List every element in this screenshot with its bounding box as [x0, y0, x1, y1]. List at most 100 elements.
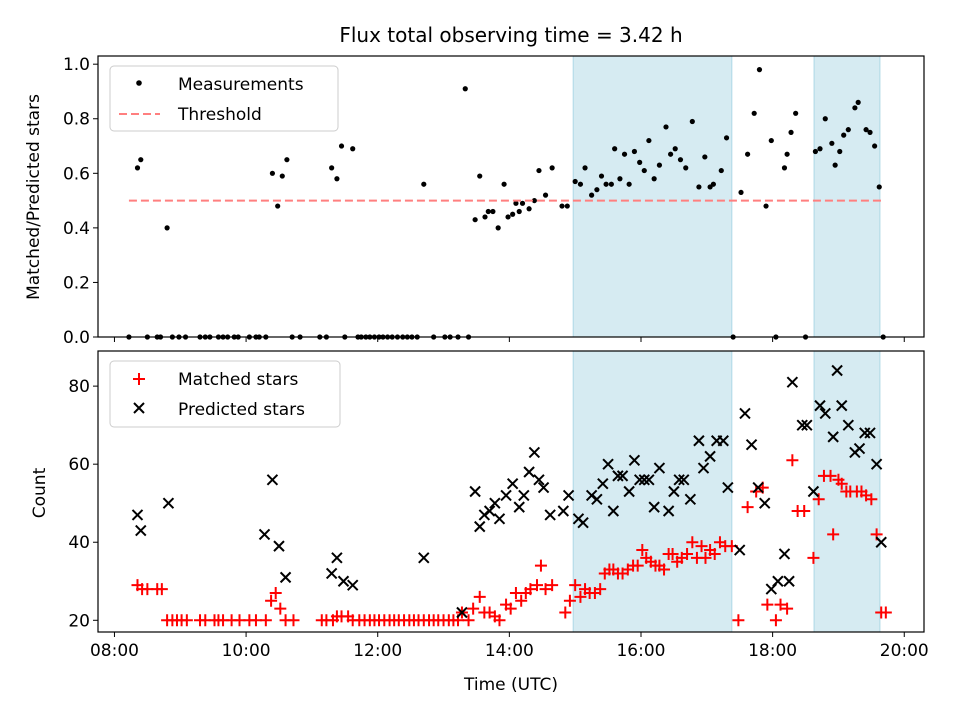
predicted-stars-point — [678, 474, 690, 486]
measurement-point — [837, 148, 843, 155]
measurement-point — [867, 129, 873, 135]
measurement-point — [646, 137, 652, 144]
measurement-point — [788, 129, 794, 135]
predicted-stars-point — [266, 474, 279, 486]
measurement-point — [863, 127, 869, 133]
measurement-point — [549, 165, 555, 171]
measurement-point — [536, 167, 542, 174]
measurement-point — [516, 208, 522, 215]
x-tick-label: 10:00 — [222, 641, 271, 661]
measurement-point — [350, 146, 356, 152]
measurement-point — [334, 176, 340, 182]
measurement-point — [768, 137, 774, 144]
measurement-point — [495, 225, 501, 231]
predicted-stars-point — [827, 431, 839, 443]
matched-stars-point — [827, 528, 840, 541]
measurement-point — [784, 151, 790, 157]
measurement-point — [668, 151, 674, 157]
predicted-stars-point — [162, 497, 175, 509]
y-tick-label: 40 — [68, 533, 90, 553]
legend-marker-predicted-stars — [133, 402, 145, 414]
matched-stars-point — [631, 559, 644, 572]
matched-stars-point — [594, 583, 607, 596]
matched-stars-point — [807, 551, 820, 564]
measurement-point — [559, 203, 565, 209]
measurement-point — [738, 189, 744, 196]
predicted-stars-point — [506, 477, 519, 490]
measurement-point — [852, 105, 858, 111]
matched-stars-point — [473, 590, 486, 603]
predicted-stars-point — [612, 470, 624, 482]
predicted-stars-point — [831, 364, 843, 377]
measurement-point — [284, 157, 290, 163]
y-tick-label: 0.0 — [63, 328, 90, 348]
measurement-point — [582, 165, 588, 171]
predicted-stars-point — [870, 458, 883, 470]
measurement-point — [164, 225, 170, 231]
measurement-point — [621, 151, 628, 157]
predicted-stars-point — [864, 427, 876, 439]
matched-stars-point — [658, 563, 671, 576]
top-legend-box — [109, 65, 339, 132]
measurement-point — [872, 143, 878, 149]
measurement-point — [756, 67, 763, 73]
predicted-stars-point — [602, 458, 614, 470]
matched-stars-point — [699, 551, 712, 564]
matched-stars-point — [530, 579, 543, 592]
measurement-point — [723, 135, 730, 141]
measurement-point — [269, 170, 276, 176]
matched-stars-point — [287, 614, 300, 627]
predicted-stars-point — [325, 567, 338, 580]
matched-stars-point — [798, 505, 811, 518]
y-tick-label: 0.4 — [63, 219, 90, 239]
matched-stars-point — [812, 493, 825, 506]
measurement-point — [641, 167, 647, 174]
bottom-legend: Matched stars Predicted stars — [109, 360, 341, 428]
predicted-stars-point — [704, 450, 716, 463]
predicted-stars-point — [537, 481, 550, 494]
bottom-axes: 20 40 60 80 08:00 10:00 12:00 14:00 16:00 18:00 20… — [30, 350, 929, 695]
measurement-point — [637, 159, 643, 165]
matched-stars-point — [681, 547, 694, 560]
matched-stars-point — [524, 583, 537, 596]
measurement-point — [781, 165, 788, 171]
measurement-point — [612, 146, 618, 152]
legend-label-matched-stars: Matched stars — [178, 370, 298, 390]
chart-title: Flux total observing time = 3.42 h — [339, 23, 682, 47]
top-ticks: 0.0 0.2 0.4 0.6 0.8 1.0 — [63, 55, 905, 348]
predicted-stars-point — [469, 485, 481, 498]
shaded-interval — [813, 55, 881, 338]
measurement-point — [462, 86, 468, 92]
x-tick-label: 16:00 — [616, 641, 665, 661]
measurement-point — [485, 208, 491, 215]
x-tick-label: 18:00 — [748, 641, 797, 661]
measurement-point — [572, 178, 578, 185]
measurement-point — [472, 217, 478, 223]
measurement-point — [812, 148, 819, 155]
measurement-point — [598, 173, 605, 179]
predicted-stars-point — [273, 540, 285, 552]
measurement-point — [564, 203, 570, 209]
matched-stars-point — [769, 614, 782, 627]
predicted-stars-point — [717, 435, 729, 447]
top-shaded-intervals — [572, 55, 881, 338]
predicted-stars-point — [722, 481, 734, 494]
matched-stars-point — [781, 602, 794, 615]
measurement-point — [542, 192, 549, 198]
predicted-stars-point — [513, 501, 525, 513]
measurement-point — [477, 173, 483, 179]
matched-stars-point — [636, 544, 649, 557]
predicted-stars-point — [591, 493, 603, 506]
matched-stars-point — [879, 606, 892, 619]
matched-stars-point — [569, 579, 582, 592]
predicted-stars-point — [697, 462, 710, 474]
measurement-point — [696, 184, 702, 190]
measurement-point — [651, 176, 657, 182]
measurement-point — [138, 157, 144, 163]
predicted-stars-point — [597, 477, 609, 490]
predicted-stars-point — [734, 544, 746, 556]
measurement-point — [279, 173, 285, 179]
matched-stars-point — [259, 614, 272, 627]
measurement-point — [718, 167, 724, 174]
